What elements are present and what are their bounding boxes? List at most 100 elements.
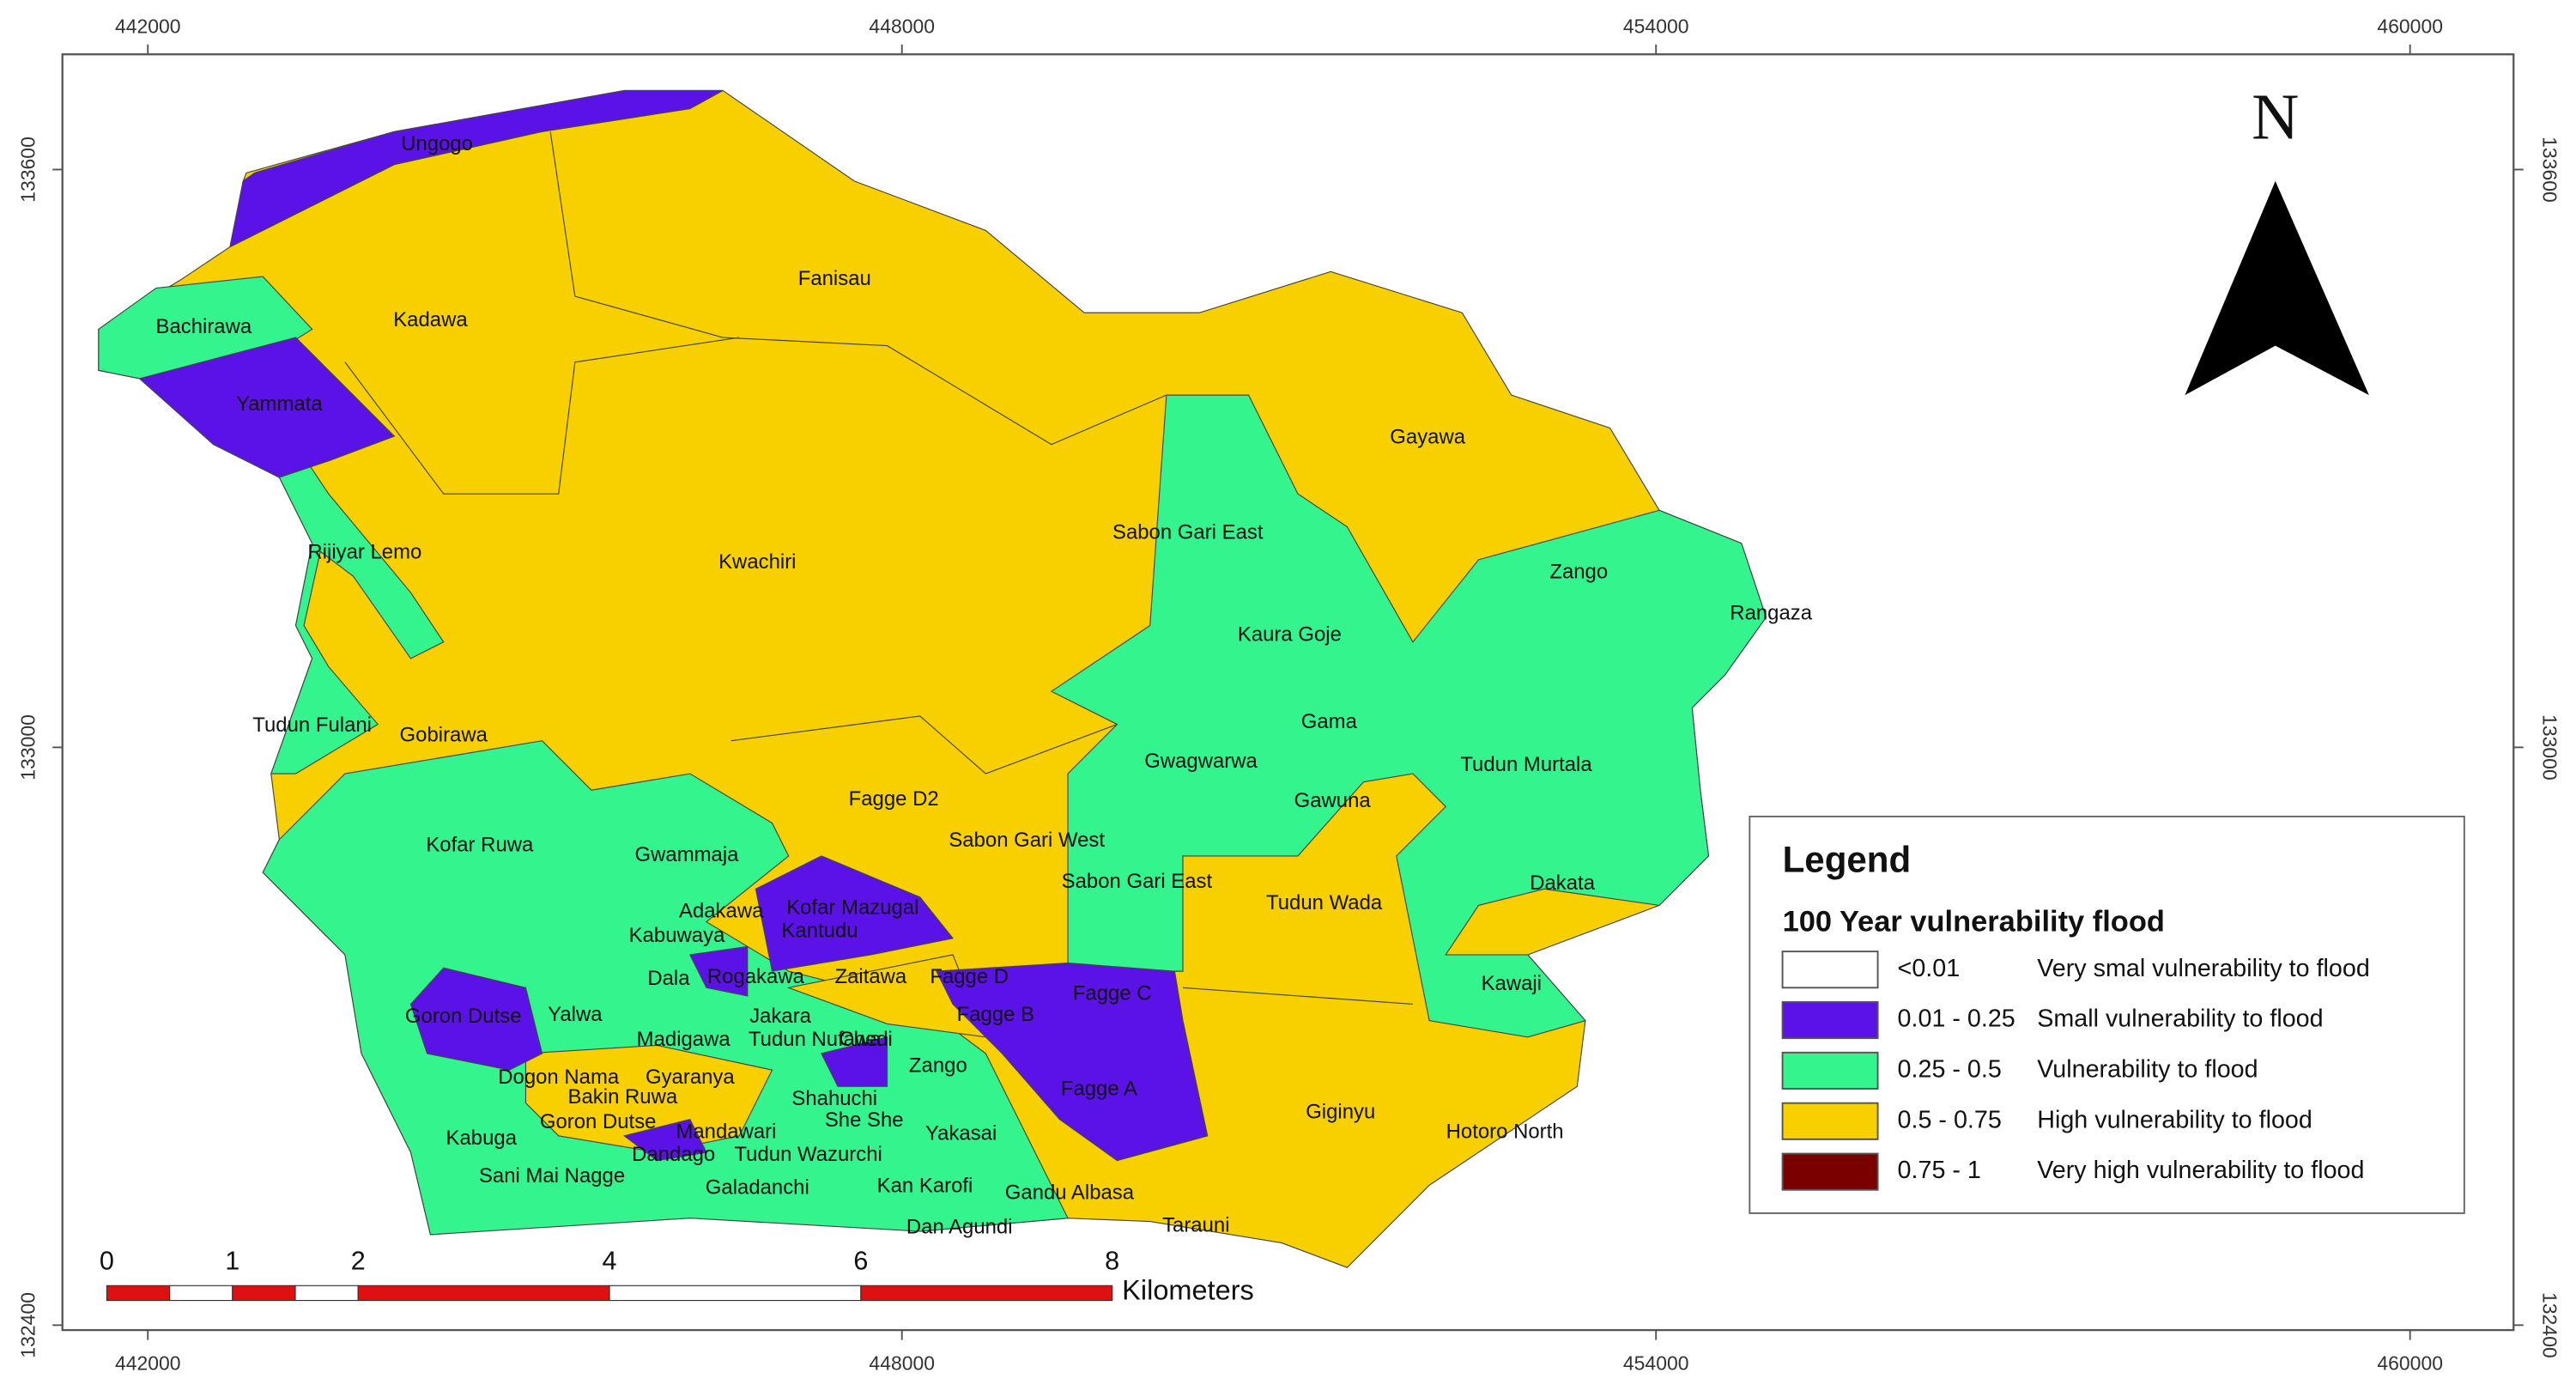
legend-range: 0.25 - 0.5 xyxy=(1898,1055,2002,1083)
place-label: Dogon Nama xyxy=(498,1066,620,1089)
place-label: Dala xyxy=(647,967,690,990)
place-label: Kantudu xyxy=(781,919,858,942)
place-label: Fagge D2 xyxy=(849,787,939,811)
scale-label: 6 xyxy=(853,1247,868,1276)
place-label: Gama xyxy=(1301,710,1358,733)
scale-segment xyxy=(294,1285,359,1302)
place-label: Sabon Gari East xyxy=(1112,520,1264,544)
place-label: Adakawa xyxy=(679,899,764,922)
boundary xyxy=(1182,987,1413,1005)
place-label: Fanisau xyxy=(798,267,871,290)
x-tick-label: 460000 xyxy=(2377,15,2443,38)
place-label: Dakata xyxy=(1530,872,1595,895)
place-label: Gwammaja xyxy=(635,843,740,866)
scale-label: 4 xyxy=(603,1247,617,1276)
place-label: Tudun Wazurchi xyxy=(734,1143,882,1166)
boundary xyxy=(549,131,1167,446)
place-label: Yammata xyxy=(236,392,323,416)
place-label: Kofar Mazugal xyxy=(786,896,918,920)
scale-label: 8 xyxy=(1105,1247,1119,1276)
scale-segment xyxy=(232,1285,296,1302)
x-tick-label: 454000 xyxy=(1623,1352,1689,1374)
place-label: Giginyu xyxy=(1306,1100,1375,1123)
place-label: Kawaji xyxy=(1482,972,1542,995)
regions xyxy=(98,89,1767,1268)
place-label: Zaitawa xyxy=(834,965,906,988)
scale-segment xyxy=(860,1285,1113,1302)
legend-swatch xyxy=(1781,951,1879,989)
north-arrow: N xyxy=(2185,80,2369,396)
legend-range: 0.75 - 1 xyxy=(1898,1157,1981,1184)
place-label: Fagge C xyxy=(1073,981,1152,1005)
legend-subtitle: 100 Year vulnerability flood xyxy=(1783,906,2165,938)
place-label: Gandu Albasa xyxy=(1005,1181,1135,1204)
place-label: Kan Karofi xyxy=(877,1175,973,1198)
place-label: Gobirawa xyxy=(400,723,488,746)
place-label: Yakasai xyxy=(925,1121,997,1145)
scale-label: 1 xyxy=(225,1247,239,1276)
region-low xyxy=(138,337,396,478)
place-label: Goron Dutse xyxy=(540,1110,657,1133)
scale-unit: Kilometers xyxy=(1122,1275,1254,1306)
x-tick-label: 442000 xyxy=(115,15,181,38)
region-low xyxy=(229,89,724,248)
place-label: Yalwa xyxy=(548,1003,603,1026)
place-label: Tudun Murtala xyxy=(1460,753,1592,776)
place-label: Gwagwarwa xyxy=(1144,750,1258,773)
place-label: Goron Dutse xyxy=(405,1005,522,1028)
legend: Legend 100 Year vulnerability flood <0.0… xyxy=(1749,815,2465,1214)
place-label: Gawuna xyxy=(1294,789,1372,812)
boundary xyxy=(730,715,1118,774)
legend-range: 0.01 - 0.25 xyxy=(1898,1005,2015,1033)
legend-label: High vulnerability to flood xyxy=(2037,1106,2312,1133)
legend-swatch xyxy=(1781,1051,1879,1090)
legend-label: Vulnerability to flood xyxy=(2037,1055,2258,1083)
place-label: Madigawa xyxy=(637,1028,731,1051)
y-tick-label: 133600 xyxy=(2538,137,2561,203)
place-label: Shahuchi xyxy=(791,1087,877,1110)
legend-label: Very smal vulnerability to flood xyxy=(2037,955,2370,982)
place-label: Kadawa xyxy=(393,308,468,331)
place-label: Tarauni xyxy=(1162,1214,1229,1237)
region-moderate xyxy=(262,740,1069,1236)
place-label: Kofar Ruwa xyxy=(426,834,534,857)
legend-label: Very high vulnerability to flood xyxy=(2037,1157,2364,1184)
x-tick-label: 448000 xyxy=(869,1352,935,1374)
region-low xyxy=(688,945,749,997)
scale-segment xyxy=(106,1285,171,1302)
place-label: Gayawa xyxy=(1390,425,1465,448)
place-label: Mandawari xyxy=(676,1120,776,1143)
place-label: Tudun Nufawa xyxy=(749,1028,882,1051)
scale-label: 0 xyxy=(100,1247,114,1276)
place-label: Bachirawa xyxy=(155,315,252,338)
place-label: Galadanchi xyxy=(706,1176,809,1200)
place-label: She She xyxy=(825,1109,904,1132)
place-label: Chedi xyxy=(839,1028,892,1051)
scale-segment xyxy=(357,1285,610,1302)
x-tick-label: 442000 xyxy=(115,1352,181,1374)
place-label: Rangaza xyxy=(1730,601,1812,624)
y-tick-label: 133000 xyxy=(17,714,39,781)
place-label: Tudun Fulani xyxy=(252,714,372,737)
region-low xyxy=(622,1118,707,1162)
place-label: Fagge D xyxy=(930,965,1009,988)
x-tick-label: 460000 xyxy=(2377,1352,2443,1374)
place-label: Bakin Ruwa xyxy=(568,1085,678,1109)
north-arrow-shape xyxy=(2185,180,2369,396)
y-tick-label: 132400 xyxy=(2538,1292,2561,1358)
place-label: Kabuga xyxy=(446,1127,518,1150)
place-label: Sabon Gari East xyxy=(1062,870,1213,893)
scale-segment xyxy=(609,1285,862,1302)
place-label: Rogakawa xyxy=(707,965,805,988)
place-label: Zango xyxy=(909,1054,967,1078)
legend-title: Legend xyxy=(1783,840,1912,880)
place-label: Sabon Gari West xyxy=(949,829,1105,852)
place-label: Jakara xyxy=(749,1005,811,1028)
legend-swatch xyxy=(1781,1001,1879,1040)
x-tick-label: 454000 xyxy=(1623,15,1689,38)
place-label: Ungogo xyxy=(401,132,473,155)
y-tick-label: 133600 xyxy=(17,137,39,203)
place-label: Fagge A xyxy=(1061,1077,1137,1100)
x-tick-label: 448000 xyxy=(869,15,935,38)
boundary xyxy=(344,337,740,495)
